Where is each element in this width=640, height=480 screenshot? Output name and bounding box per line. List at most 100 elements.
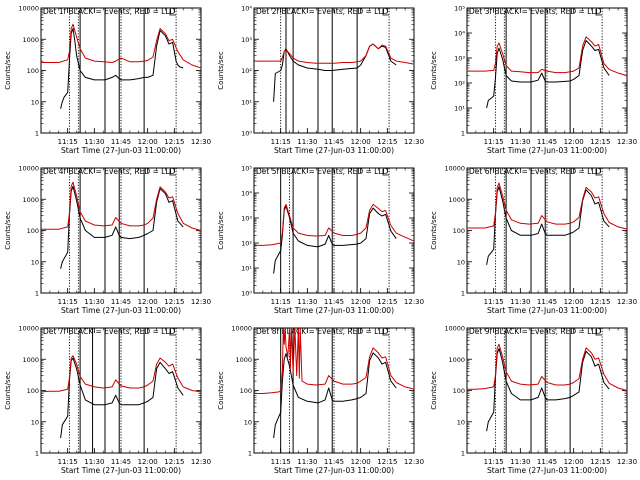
x-axis-label: Start Time (27-Jun-03 11:00:00) [487,466,607,475]
panel-9: Det 9f BLACK = Events, RED = LLD 1 10 100 10… [430,325,637,476]
y-tick-label: 10⁵ [454,5,465,13]
panel-title: Det 1f BLACK = Events, RED = LLD [43,7,176,16]
y-tick-label: 10² [454,80,465,88]
x-tick-label: 11:30 [84,458,104,466]
x-tick-label: 11:30 [297,138,317,146]
x-tick-label: 12:00 [351,298,371,306]
panel-title: Det 8f BLACK = Events, RED = LLD [256,327,389,336]
x-tick-label: 12:30 [191,458,211,466]
y-tick-label: 100 [453,387,465,395]
y-tick-label: 10⁴ [241,190,252,198]
x-tick-label: 11:45 [324,458,344,466]
x-axis-label: Start Time (27-Jun-03 11:00:00) [61,146,181,155]
y-tick-label: 1 [461,450,465,458]
corner-marker [595,329,602,336]
x-tick-label: 12:15 [590,138,610,146]
y-tick-label: 10³ [454,55,465,63]
y-tick-label: 10000 [18,165,39,173]
y-tick-label: 10⁰ [241,290,252,298]
x-tick-label: 11:30 [84,298,104,306]
x-tick-label: 11:15 [58,298,78,306]
x-tick-label: 11:30 [297,458,317,466]
y-axis-label: Counts/sec [4,51,12,90]
y-tick-label: 10⁴ [454,30,465,38]
y-tick-label: 10⁵ [241,165,252,173]
x-tick-label: 11:15 [271,458,291,466]
y-axis-label: Counts/sec [430,371,438,410]
x-tick-label: 12:30 [617,458,637,466]
x-tick-label: 12:00 [564,298,584,306]
panel-title: Det 7f BLACK = Events, RED = LLD [43,327,176,336]
x-axis-label: Start Time (27-Jun-03 11:00:00) [274,146,394,155]
y-tick-label: 10¹ [241,265,252,273]
y-tick-label: 1000 [22,36,39,44]
y-tick-label: 10¹ [241,98,252,106]
y-axis-label: Counts/sec [4,371,12,410]
panel-title: Det 3f BLACK = Events, RED = LLD [469,7,602,16]
corner-marker [169,329,176,336]
x-tick-label: 12:00 [564,138,584,146]
x-tick-label: 12:15 [590,458,610,466]
y-tick-label: 100 [27,67,39,75]
x-tick-label: 12:00 [138,138,158,146]
x-tick-label: 11:15 [58,138,78,146]
y-tick-label: 10000 [231,325,252,333]
y-tick-label: 1000 [22,196,39,204]
x-tick-label: 11:45 [324,138,344,146]
x-axis-label: Start Time (27-Jun-03 11:00:00) [274,306,394,315]
y-tick-label: 10000 [444,325,465,333]
x-tick-label: 12:00 [351,138,371,146]
y-tick-label: 1 [461,130,465,138]
panel-5: Det 5f BLACK = Events, RED = LLD 10⁰ 10¹ 10… [217,165,424,316]
y-tick-label: 10 [457,418,465,426]
x-tick-label: 12:15 [590,298,610,306]
x-tick-label: 12:30 [404,458,424,466]
series-lld-line [41,181,201,231]
y-tick-label: 100 [453,227,465,235]
series-events-line [60,185,184,269]
panel-title: Det 6f BLACK = Events, RED = LLD [469,167,602,176]
series-events-line [273,352,397,439]
y-axis-label: Counts/sec [217,211,225,250]
panel-title: Det 2f BLACK = Events, RED = LLD [256,7,389,16]
y-tick-label: 10000 [18,325,39,333]
panel-title: Det 4f BLACK = Events, RED = LLD [43,167,176,176]
corner-marker [169,169,176,176]
x-tick-label: 11:15 [484,298,504,306]
x-tick-label: 12:30 [404,138,424,146]
x-tick-label: 11:30 [297,298,317,306]
panel-6: Det 6f BLACK = Events, RED = LLD 1 10 100 10… [430,165,637,316]
y-tick-label: 10 [31,258,39,266]
corner-marker [382,329,389,336]
x-tick-label: 11:45 [111,458,131,466]
y-tick-label: 10² [241,240,252,248]
x-tick-label: 12:15 [164,458,184,466]
x-tick-label: 12:15 [164,298,184,306]
y-tick-label: 10 [31,418,39,426]
x-tick-label: 11:45 [537,298,557,306]
x-tick-label: 11:15 [271,298,291,306]
x-tick-label: 11:15 [484,458,504,466]
y-tick-label: 100 [27,387,39,395]
x-tick-label: 11:45 [111,138,131,146]
y-tick-label: 1 [248,450,252,458]
x-tick-label: 11:30 [510,298,530,306]
y-tick-label: 10000 [444,165,465,173]
y-tick-label: 1000 [22,356,39,364]
corner-marker [595,9,602,16]
x-tick-label: 12:15 [377,138,397,146]
series-events-line [273,43,397,102]
x-axis-label: Start Time (27-Jun-03 11:00:00) [61,466,181,475]
y-tick-label: 10³ [241,215,252,223]
y-tick-label: 10 [244,418,252,426]
y-tick-label: 1 [35,450,39,458]
series-lld-line [467,36,627,76]
series-events-line [60,28,184,109]
x-tick-label: 12:00 [138,458,158,466]
series-events-line [273,205,397,274]
x-tick-label: 12:15 [377,458,397,466]
x-tick-label: 12:30 [404,298,424,306]
x-tick-label: 11:30 [510,458,530,466]
x-tick-label: 12:00 [564,458,584,466]
corner-marker [595,169,602,176]
